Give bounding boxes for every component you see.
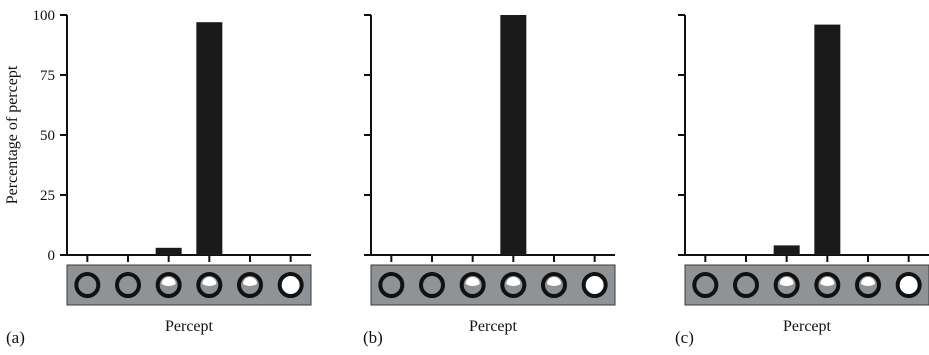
percept-icon-ring-notch — [459, 272, 486, 298]
ring-highlight — [820, 277, 835, 286]
bar-4 — [500, 15, 527, 255]
y-tick-label: 100 — [33, 8, 56, 24]
y-tick-label: 25 — [40, 188, 55, 204]
percept-icon-ring-notch — [773, 272, 800, 298]
percept-icon-ring — [378, 272, 405, 298]
bar-3 — [773, 245, 800, 255]
panel-2: Percept (b) — [363, 14, 616, 347]
percept-icon-ring-notch — [155, 272, 182, 298]
x-axis-label: Percept — [783, 318, 832, 335]
percept-icon-ring — [115, 272, 141, 298]
percept-icon-ring — [733, 272, 759, 298]
percept-icon-open-ring — [277, 272, 304, 298]
ring-highlight — [161, 277, 176, 286]
ring-highlight — [779, 277, 794, 286]
percept-strip — [370, 264, 616, 306]
panel-1: 0 25 50 75 100 Percentage of percept Percept (a… — [4, 8, 312, 347]
ring-highlight — [202, 277, 217, 286]
percept-icon-ring-notch — [500, 272, 527, 298]
percept-icon-open-ring — [895, 272, 922, 298]
percept-icon-ring-notch — [814, 272, 841, 298]
bar-3 — [155, 247, 182, 255]
percept-icon-ring — [74, 272, 101, 298]
percept-icon-ring — [692, 272, 719, 298]
ring-circle — [277, 272, 304, 298]
percept-icon-ring — [419, 272, 445, 298]
ring-circle — [74, 272, 101, 298]
ring-highlight — [547, 277, 561, 286]
ring-circle — [733, 272, 759, 298]
ring-circle — [378, 272, 405, 298]
ring-circle — [895, 272, 922, 298]
panel-label: (c) — [675, 328, 694, 347]
bar-4 — [814, 24, 841, 255]
ring-highlight — [243, 277, 257, 286]
percept-icon-open-ring — [581, 272, 608, 298]
x-axis-label: Percept — [469, 318, 518, 335]
percept-icon-ring-notch — [196, 272, 223, 298]
panel-label: (b) — [363, 328, 383, 347]
percept-icon-ring-notch — [237, 272, 263, 298]
ring-circle — [115, 272, 141, 298]
bar-4 — [196, 22, 223, 256]
y-tick-label: 50 — [40, 128, 55, 144]
x-axis-label: Percept — [165, 318, 214, 335]
y-tick-label: 75 — [40, 68, 55, 84]
percept-icon-ring-notch — [541, 272, 567, 298]
ring-circle — [581, 272, 608, 298]
percept-strip — [66, 264, 312, 306]
panel-label: (a) — [6, 328, 25, 347]
ring-circle — [692, 272, 719, 298]
percept-strip — [684, 264, 929, 306]
y-axis-label: Percentage of percept — [4, 65, 21, 204]
panel-3: Percept (c) — [675, 14, 929, 347]
y-tick-label: 0 — [48, 248, 56, 264]
ring-circle — [419, 272, 445, 298]
ring-highlight — [861, 277, 875, 286]
ring-highlight — [506, 277, 521, 286]
percept-icon-ring-notch — [855, 272, 881, 298]
ring-highlight — [465, 277, 480, 286]
